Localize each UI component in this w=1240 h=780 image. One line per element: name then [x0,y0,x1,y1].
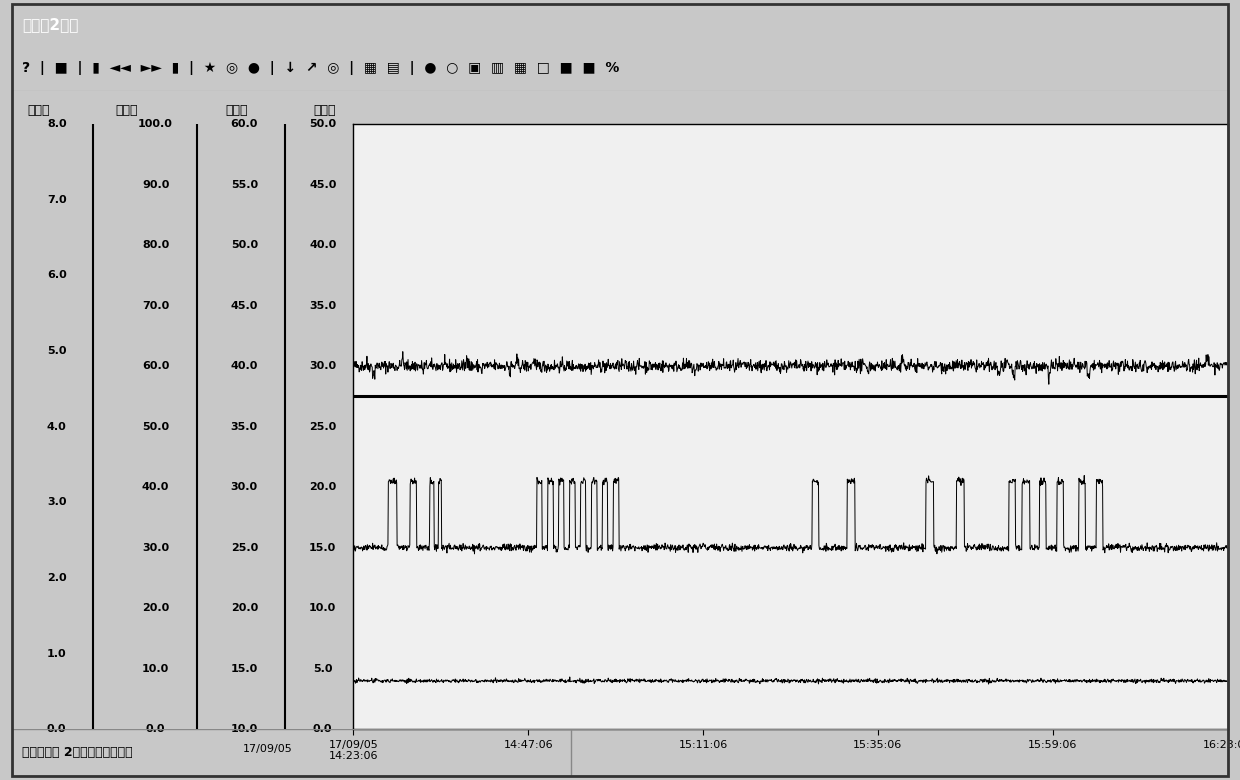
Text: 4.0: 4.0 [47,422,67,431]
Text: 20.0: 20.0 [143,603,169,613]
Text: 70.0: 70.0 [143,300,169,310]
Text: 10.0: 10.0 [231,725,258,734]
Text: 30.0: 30.0 [309,361,336,371]
Text: 20.0: 20.0 [309,482,336,492]
Text: 0.0: 0.0 [47,725,67,734]
Text: 80.0: 80.0 [143,240,169,250]
Text: 7.0: 7.0 [47,195,67,204]
Text: 温流株: 温流株 [27,105,50,118]
Text: 6.0: 6.0 [47,271,67,280]
Text: 40.0: 40.0 [309,240,336,250]
Text: 2.0: 2.0 [47,573,67,583]
Text: 30.0: 30.0 [143,543,169,553]
Text: 25.0: 25.0 [309,422,336,431]
Text: 淘洗机2参数: 淘洗机2参数 [22,16,78,32]
Text: 0.0: 0.0 [146,725,165,734]
Text: 5.0: 5.0 [47,346,67,356]
Text: 层流株: 层流株 [115,105,138,118]
Text: 趋势在前景 2号淘洗机层流流度: 趋势在前景 2号淘洗机层流流度 [22,746,133,759]
Text: 45.0: 45.0 [309,179,336,190]
Text: 90.0: 90.0 [141,179,170,190]
Text: 45.0: 45.0 [231,300,258,310]
Text: 50.0: 50.0 [231,240,258,250]
Text: 25.0: 25.0 [231,543,258,553]
Text: 15.0: 15.0 [309,543,336,553]
Text: 10.0: 10.0 [143,664,169,674]
Text: 层阀位: 层阀位 [224,105,248,118]
Text: 50.0: 50.0 [309,119,336,129]
Text: 3.0: 3.0 [47,498,67,507]
Text: 5.0: 5.0 [312,664,332,674]
Text: 20.0: 20.0 [231,603,258,613]
Text: 17/09/05: 17/09/05 [243,744,293,754]
Text: 8.0: 8.0 [47,119,67,129]
Text: 100.0: 100.0 [138,119,174,129]
Text: 30.0: 30.0 [231,482,258,492]
Text: 40.0: 40.0 [141,482,170,492]
Text: 60.0: 60.0 [231,119,258,129]
Text: 0.0: 0.0 [312,725,332,734]
Text: 35.0: 35.0 [309,300,336,310]
Text: 10.0: 10.0 [309,603,336,613]
Text: 50.0: 50.0 [143,422,169,431]
Text: 55.0: 55.0 [231,179,258,190]
Text: 40.0: 40.0 [231,361,258,371]
Text: 60.0: 60.0 [141,361,170,371]
Text: 1.0: 1.0 [47,649,67,658]
Text: ?  |  ■  |  ▮  ◄◄  ►►  ▮  |  ★  ◎  ●  |  ↓  ↗  ◎  |  ▦  ▤  |  ●  ○  ▣  ▥  ▦  □  : ? | ■ | ▮ ◄◄ ►► ▮ | ★ ◎ ● | ↓ ↗ ◎ | ▦ ▤ … [22,61,620,75]
Text: 35.0: 35.0 [231,422,258,431]
Text: 层阀设: 层阀设 [314,105,336,118]
Text: 15.0: 15.0 [231,664,258,674]
